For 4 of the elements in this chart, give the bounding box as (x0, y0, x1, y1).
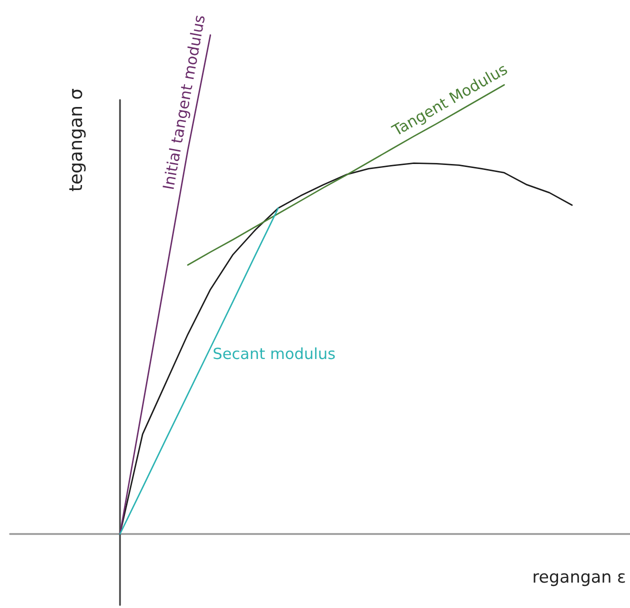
y-axis-title: tegangan σ (69, 88, 86, 192)
series-label: Secant modulus (214, 347, 335, 360)
text: Initial tangent modulus (162, 14, 208, 190)
x-axis-title: regangan ε (534, 573, 625, 586)
